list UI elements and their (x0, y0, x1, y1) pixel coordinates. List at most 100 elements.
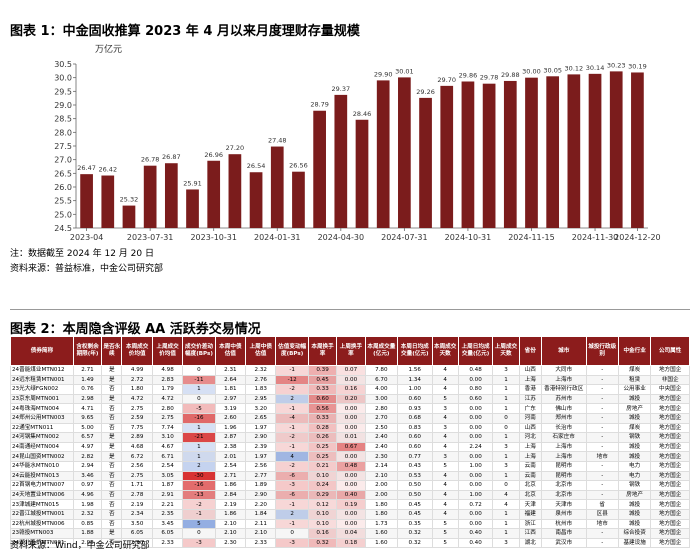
value-label: 30.01 (395, 67, 414, 75)
table-cell: 江西 (518, 528, 542, 539)
table-cell: 天津 (518, 499, 542, 510)
table-cell: 3.20 (245, 403, 277, 414)
table-cell: 否 (101, 384, 123, 395)
table-cell: 2.70 (364, 412, 399, 424)
table-cell: 地方国企 (650, 422, 690, 434)
table-cell: 上海 (518, 374, 542, 386)
table-cell: 2.83 (151, 374, 184, 386)
y-tick-label: 25.5 (54, 197, 72, 206)
column-header: 公司属性 (650, 336, 690, 366)
y-tick-label: 26.5 (54, 169, 72, 178)
table-cell: -11 (182, 374, 216, 386)
table-cell: 5 (431, 460, 459, 472)
column-header: 本周换手率 (307, 336, 338, 366)
column-header: 中金行业 (617, 336, 652, 366)
table-cell: 1.80 (121, 384, 153, 395)
table-cell: 3 (492, 460, 520, 472)
bar (164, 163, 178, 228)
table-cell: 1 (492, 393, 520, 405)
table-cell: 地方国企 (650, 451, 690, 462)
value-label: 26.42 (98, 166, 117, 174)
bar (143, 165, 157, 228)
table-cell: -3 (275, 480, 309, 491)
table-cell: -1 (275, 365, 309, 376)
table-cell: 租赁 (617, 374, 652, 386)
table-cell: 2 (275, 393, 309, 405)
table-cell: 1 (492, 403, 520, 414)
table-cell: 0.50 (397, 480, 433, 491)
table-cell: 1.00 (457, 460, 494, 472)
table-cell: 1.60 (364, 528, 399, 539)
table-row: 24云能投MTN013 3.46 否 2.75 3.05 -30 2.71 2.77 -6 0.1… (10, 470, 690, 482)
table-cell: 0.76 (72, 384, 103, 395)
bar (355, 119, 369, 228)
table-cell: 香港 (518, 384, 542, 395)
table-cell: 0.45 (307, 374, 338, 386)
table-cell: 河北 (518, 432, 542, 443)
table-cell: 0.00 (457, 518, 494, 530)
table-cell: 否 (101, 518, 123, 530)
table-cell: 2.11 (245, 518, 277, 530)
table-cell: 地方国企 (650, 480, 690, 491)
table-cell: 房地产 (617, 403, 652, 414)
table-cell: 4 (431, 432, 459, 443)
column-header: 本周日均成交量(亿元) (397, 336, 433, 366)
bar (228, 154, 242, 228)
bar (609, 71, 623, 228)
table-cell: -1 (182, 508, 216, 520)
column-header: 成交价差动幅度(BPs) (182, 336, 216, 366)
column-header: 本周成交量(亿元) (364, 336, 399, 366)
table-cell: 0.53 (397, 470, 433, 482)
table-cell: 4.97 (72, 441, 103, 453)
table-cell: 0.00 (457, 403, 494, 414)
column-header: 上周成交天数 (492, 336, 520, 366)
table-cell: 1.60 (364, 537, 399, 549)
y-tick-label: 27.5 (54, 142, 72, 151)
table-cell: 1.80 (364, 499, 399, 510)
table-cell: 杭州市 (540, 518, 587, 530)
table-cell: 24南通经MTN004 (10, 441, 74, 453)
table-cell: 2.80 (364, 403, 399, 414)
table-cell: 1.97 (245, 422, 277, 434)
table-cell: 1 (492, 470, 520, 482)
table-cell: - (585, 412, 619, 424)
table-cell: 否 (101, 422, 123, 434)
table-row: 23光大绿FGN002 0.76 否 1.80 1.79 1 1.81 1.83 -2 0.33 0… (10, 384, 690, 395)
table-cell: 2.75 (151, 412, 184, 424)
table-cell: 0.00 (336, 480, 366, 491)
table-cell: 否 (101, 508, 123, 520)
table-cell: 2.71 (214, 470, 247, 482)
table-cell: 是 (101, 393, 123, 405)
table-cell: - (585, 489, 619, 501)
table-cell: 4 (431, 365, 459, 376)
table-cell: 24粤珠海MTN004 (10, 403, 74, 414)
table-cell: 0.00 (457, 480, 494, 491)
table-cell: 3.46 (72, 470, 103, 482)
table-cell: 钢铁 (617, 480, 652, 491)
table-cell: 3 (431, 422, 459, 434)
table-cell: 1 (492, 374, 520, 386)
bar (440, 85, 454, 228)
table-cell: 0.00 (336, 508, 366, 520)
table-cell: 4 (431, 374, 459, 386)
x-tick-label: 2024-10-31 (445, 233, 492, 242)
table-cell: 天津市 (540, 499, 587, 510)
y-tick-label: 30.0 (54, 74, 72, 83)
table-cell: 1 (182, 422, 216, 434)
table-cell: 2.10 (364, 470, 399, 482)
table-cell: 4.71 (72, 403, 103, 414)
value-label: 28.46 (353, 110, 372, 118)
table-cell: 1.56 (397, 365, 433, 376)
table-cell: -12 (275, 374, 309, 386)
table-cell: 3.45 (151, 518, 184, 530)
table-cell: 2.65 (245, 412, 277, 424)
table-cell: 地方国企 (650, 460, 690, 472)
table-cell: - (585, 460, 619, 472)
table-cell: 云南 (518, 470, 542, 482)
bar (398, 77, 411, 228)
y-tick-label: 27.0 (54, 156, 72, 165)
table-row: 24河钢集MTN002 6.57 是 2.89 3.10 -21 2.87 2.90 -2 0.2… (10, 432, 690, 443)
value-label: 26.87 (162, 153, 181, 161)
table-cell: 2.64 (214, 374, 247, 386)
